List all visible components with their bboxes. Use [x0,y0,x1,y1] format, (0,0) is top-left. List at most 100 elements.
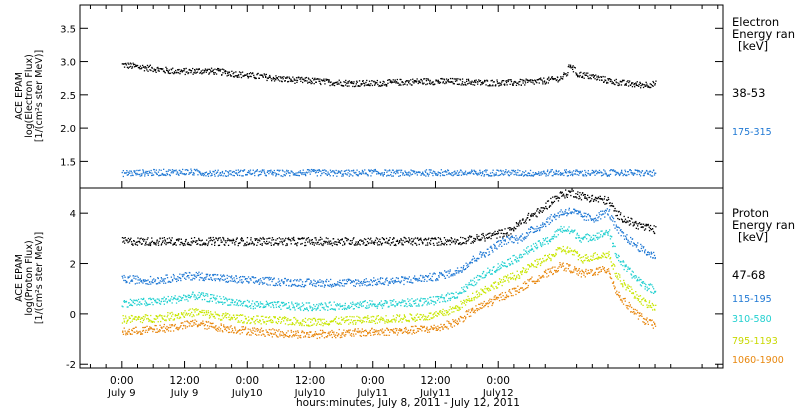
data-point [147,283,148,284]
data-point [636,228,637,229]
data-point [397,172,398,173]
data-point [247,307,248,308]
data-point [534,84,535,85]
data-point [239,71,240,72]
data-point [600,234,601,235]
data-point [576,210,577,211]
data-point [400,175,401,176]
data-point [522,240,523,241]
data-point [410,172,411,173]
data-point [429,303,430,304]
data-point [410,279,411,280]
data-point [382,237,383,238]
data-point [427,298,428,299]
data-point [627,80,628,81]
data-point [248,244,249,245]
data-point [593,201,594,202]
data-point [278,79,279,80]
data-point [287,244,288,245]
data-point [597,237,598,238]
data-point [445,278,446,279]
data-point [503,170,504,171]
data-point [262,303,263,304]
data-point [544,80,545,81]
data-point [419,172,420,173]
data-point [370,175,371,176]
data-point [485,84,486,85]
data-point [567,72,568,73]
data-point [139,242,140,243]
data-point [144,303,145,304]
data-point [403,173,404,174]
data-point [305,285,306,286]
data-point [264,239,265,240]
data-point [372,285,373,286]
data-point [217,274,218,275]
data-point [477,174,478,175]
data-point [313,79,314,80]
data-point [279,170,280,171]
data-point [600,196,601,197]
data-point [325,323,326,324]
data-point [343,241,344,242]
data-point [367,241,368,242]
data-point [252,241,253,242]
data-point [193,174,194,175]
data-point [616,254,617,255]
data-point [316,171,317,172]
data-point [530,79,531,80]
data-point [420,238,421,239]
data-point [523,249,524,250]
data-point [568,64,569,65]
data-point [560,226,561,227]
data-point [653,86,654,87]
data-point [224,316,225,317]
data-point [161,243,162,244]
data-point [366,321,367,322]
data-point [135,278,136,279]
data-point [480,80,481,81]
data-point [400,305,401,306]
data-point [411,304,412,305]
data-point [372,85,373,86]
data-point [131,279,132,280]
data-point [499,236,500,237]
data-point [362,322,363,323]
data-point [464,82,465,83]
data-point [269,238,270,239]
data-point [222,302,223,303]
data-point [293,237,294,238]
data-point [323,243,324,244]
data-point [353,316,354,317]
data-point [560,191,561,192]
data-point [305,245,306,246]
data-point [482,273,483,274]
data-point [225,170,226,171]
data-point [495,271,496,272]
data-point [620,173,621,174]
data-point [349,176,350,177]
data-point [258,304,259,305]
data-point [547,171,548,172]
data-point [483,252,484,253]
data-point [310,322,311,323]
data-point [515,228,516,229]
data-point [186,173,187,174]
data-point [283,302,284,303]
data-point [540,174,541,175]
data-point [562,232,563,233]
data-point [256,301,257,302]
data-point [580,72,581,73]
data-point [183,245,184,246]
data-point [559,216,560,217]
data-point [135,283,136,284]
data-point [425,298,426,299]
data-point [474,281,475,282]
data-point [350,240,351,241]
data-point [486,170,487,171]
data-point [654,233,655,234]
data-point [175,298,176,299]
data-point [368,84,369,85]
data-point [596,237,597,238]
data-point [189,295,190,296]
